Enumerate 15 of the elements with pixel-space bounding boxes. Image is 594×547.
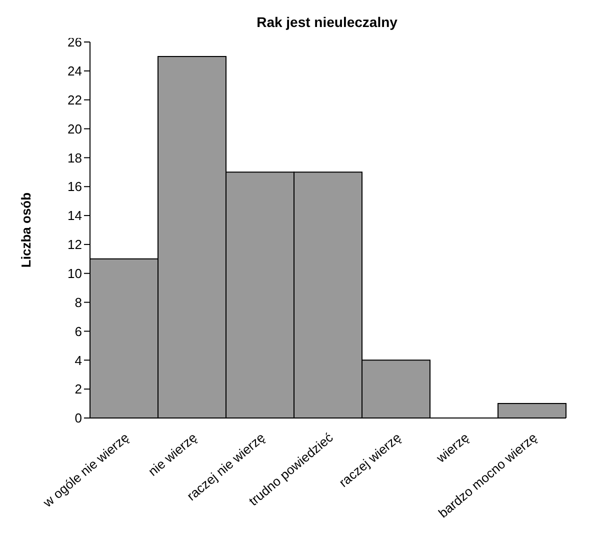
y-axis-title: Liczba osób xyxy=(18,192,34,268)
y-tick-label: 20 xyxy=(68,121,82,136)
y-tick-label: 22 xyxy=(68,92,82,108)
y-tick-label: 16 xyxy=(68,179,82,194)
y-tick-label: 12 xyxy=(68,237,82,252)
chart-title: Rak jest nieuleczalny xyxy=(256,14,398,30)
y-tick-label: 8 xyxy=(74,294,82,310)
y-tick-label: 18 xyxy=(68,150,82,166)
y-tick-label: 10 xyxy=(68,266,82,281)
y-tick-label: 6 xyxy=(74,324,82,339)
y-tick-label: 2 xyxy=(74,382,82,397)
y-tick-label: 4 xyxy=(74,352,82,368)
y-tick-label: 14 xyxy=(68,208,82,224)
y-tick-label: 24 xyxy=(68,64,82,79)
y-tick-label: 0 xyxy=(74,410,82,426)
